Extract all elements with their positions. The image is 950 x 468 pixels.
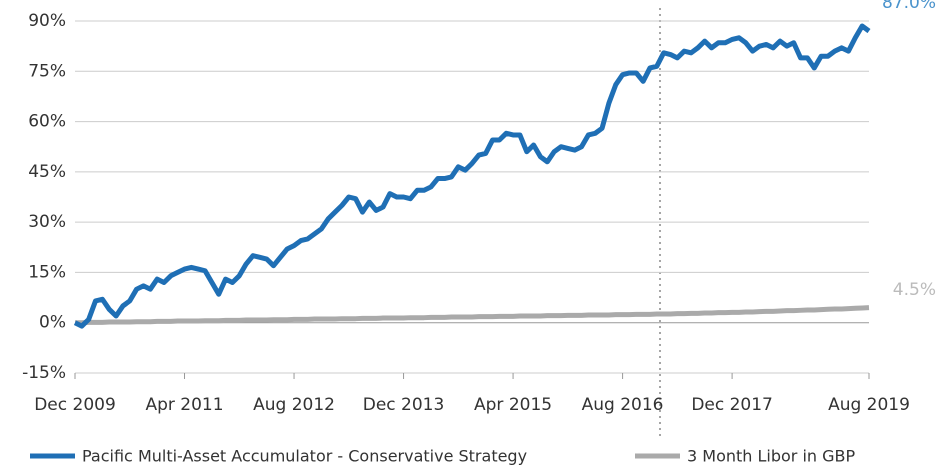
legend-label: 3 Month Libor in GBP bbox=[687, 447, 856, 466]
y-tick-label: 15% bbox=[28, 262, 66, 282]
series-line bbox=[73, 23, 871, 329]
y-tick-label: 0% bbox=[39, 313, 66, 333]
x-tick-label: Aug 2019 bbox=[828, 395, 910, 415]
y-tick-label: 90% bbox=[28, 11, 66, 31]
y-tick-label: 30% bbox=[28, 212, 66, 232]
y-tick-label: -15% bbox=[22, 363, 66, 383]
x-tick-label: Aug 2016 bbox=[582, 395, 664, 415]
legend-label: Pacific Multi-Asset Accumulator - Conser… bbox=[82, 447, 527, 466]
end-label: 87.0% bbox=[882, 0, 936, 13]
end-label: 4.5% bbox=[893, 280, 936, 300]
series-line bbox=[75, 305, 870, 326]
y-tick-label: 45% bbox=[28, 162, 66, 182]
x-tick-label: Dec 2017 bbox=[691, 395, 773, 415]
x-tick-label: Dec 2013 bbox=[363, 395, 445, 415]
x-tick-label: Apr 2011 bbox=[145, 395, 223, 415]
y-tick-label: 75% bbox=[28, 61, 66, 81]
x-tick-label: Apr 2015 bbox=[474, 395, 552, 415]
y-tick-label: 60% bbox=[28, 112, 66, 132]
x-tick-label: Dec 2009 bbox=[34, 395, 116, 415]
x-tick-label: Aug 2012 bbox=[253, 395, 335, 415]
